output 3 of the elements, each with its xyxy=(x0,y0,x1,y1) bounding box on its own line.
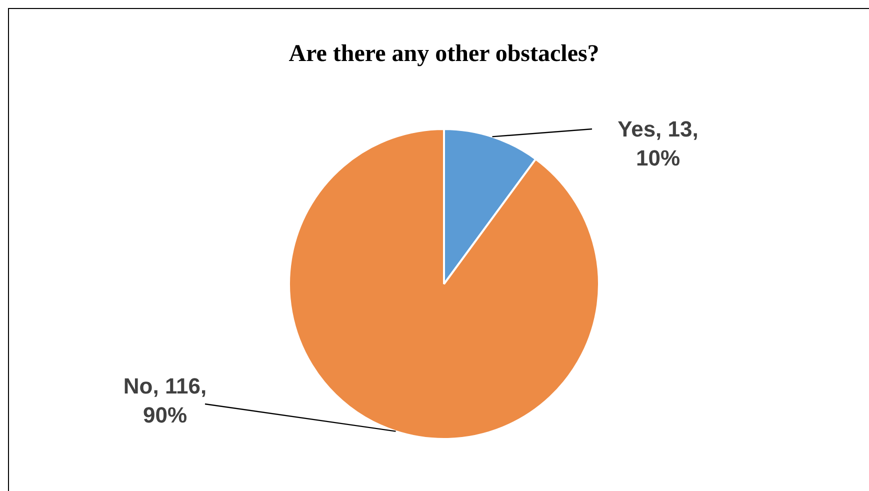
chart-title: Are there any other obstacles? xyxy=(288,41,600,68)
slice-label: Yes, 13, 10% xyxy=(618,116,698,171)
slice-label: No, 116, 90% xyxy=(123,374,207,428)
